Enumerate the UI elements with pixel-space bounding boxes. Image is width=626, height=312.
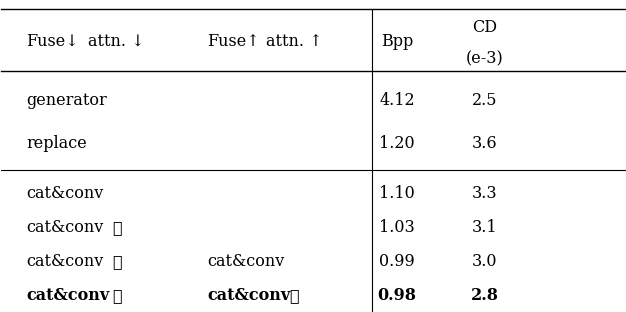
Text: 3.1: 3.1 <box>471 219 497 236</box>
Text: Bpp: Bpp <box>381 33 413 50</box>
Text: 1.20: 1.20 <box>379 135 415 152</box>
Text: 2.8: 2.8 <box>470 287 498 304</box>
Text: attn. ↓: attn. ↓ <box>88 33 145 50</box>
Text: cat&conv: cat&conv <box>26 219 103 236</box>
Text: cat&conv: cat&conv <box>26 253 103 270</box>
Text: cat&conv: cat&conv <box>26 287 110 304</box>
Text: 1.10: 1.10 <box>379 185 415 202</box>
Text: Fuse↑: Fuse↑ <box>207 33 260 50</box>
Text: (e-3): (e-3) <box>466 50 503 67</box>
Text: ✓: ✓ <box>112 253 121 270</box>
Text: ✓: ✓ <box>112 219 121 236</box>
Text: 2.5: 2.5 <box>471 92 497 109</box>
Text: cat&conv: cat&conv <box>207 253 284 270</box>
Text: 3.3: 3.3 <box>471 185 497 202</box>
Text: cat&conv: cat&conv <box>26 185 103 202</box>
Text: 4.12: 4.12 <box>379 92 415 109</box>
Text: 3.0: 3.0 <box>471 253 497 270</box>
Text: replace: replace <box>26 135 87 152</box>
Text: CD: CD <box>472 19 497 36</box>
Text: cat&conv: cat&conv <box>207 287 290 304</box>
Text: generator: generator <box>26 92 107 109</box>
Text: Fuse↓: Fuse↓ <box>26 33 79 50</box>
Text: 1.03: 1.03 <box>379 219 415 236</box>
Text: 0.98: 0.98 <box>377 287 417 304</box>
Text: ✓: ✓ <box>112 287 121 304</box>
Text: 3.6: 3.6 <box>471 135 497 152</box>
Text: attn. ↑: attn. ↑ <box>266 33 322 50</box>
Text: 0.99: 0.99 <box>379 253 415 270</box>
Text: ✓: ✓ <box>289 287 299 304</box>
